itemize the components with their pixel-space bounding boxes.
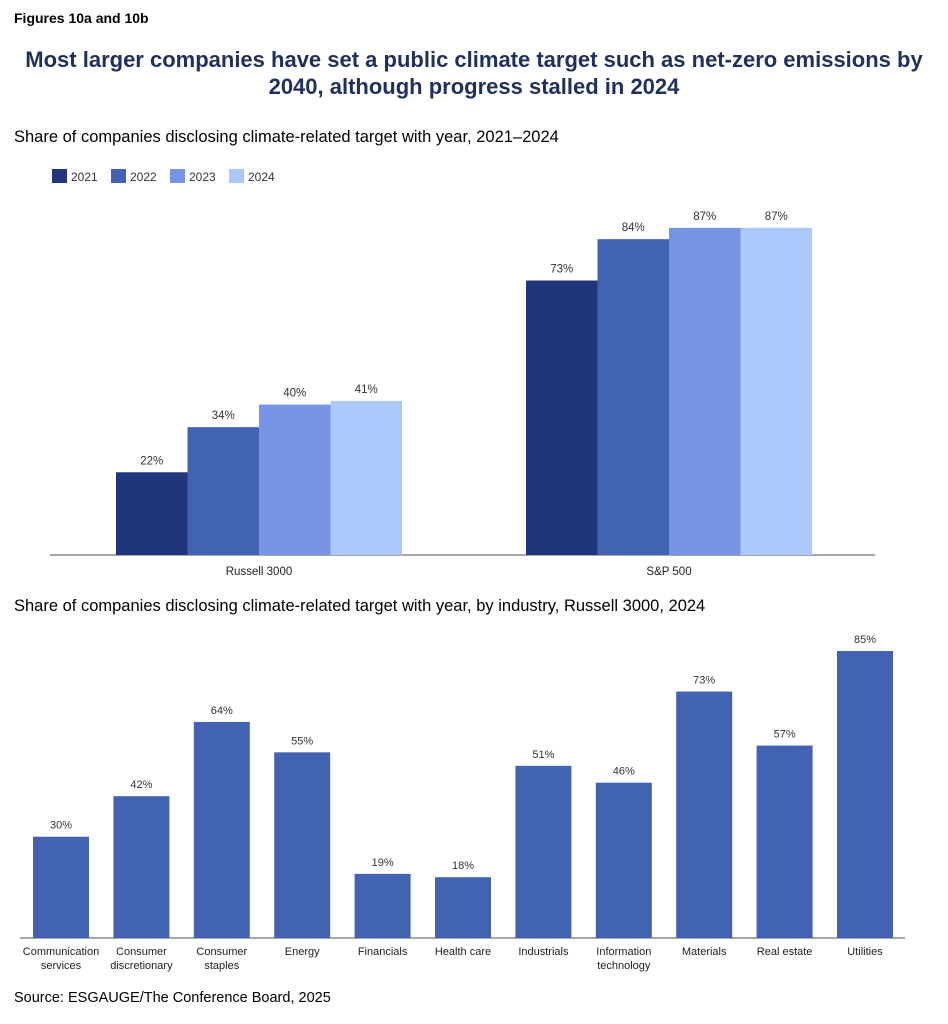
x-tick-label: Industrials	[518, 946, 569, 958]
x-tick-label: Materials	[682, 946, 727, 958]
data-label: 87%	[765, 211, 788, 223]
chart-b: 30% Communication services 42% Consumer discr…	[20, 634, 905, 972]
data-label: 55%	[291, 735, 313, 747]
bar-real-estate	[756, 745, 813, 938]
bar-consumer-discretionary	[113, 796, 170, 938]
bar-communication-services	[33, 836, 89, 938]
bar-s-p-500-2021	[526, 280, 598, 555]
x-tick-label: S&P 500	[646, 566, 691, 578]
data-label: 51%	[532, 749, 554, 761]
data-label: 30%	[50, 820, 72, 832]
data-label: 57%	[774, 729, 796, 741]
x-tick-label: Health care	[435, 946, 491, 958]
bar-industrials	[515, 765, 572, 938]
bar-utilities	[837, 651, 893, 938]
x-tick-label: Utilities	[847, 946, 883, 958]
data-label: 18%	[452, 860, 474, 872]
bar-russell-3000-2024	[330, 400, 402, 555]
data-label: 73%	[550, 264, 573, 276]
bar-s-p-500-2024	[740, 227, 812, 555]
source-note: Source: ESGAUGE/The Conference Board, 20…	[14, 990, 331, 1006]
bar-information-technology	[595, 782, 652, 938]
x-tick-label: Communication services	[23, 946, 99, 972]
data-label: 46%	[613, 766, 635, 778]
x-tick-label: Russell 3000	[226, 566, 292, 578]
x-tick-label: Real estate	[757, 946, 813, 958]
legend-label-2024: 2024	[248, 170, 275, 184]
bar-financials	[354, 873, 411, 938]
data-label: 34%	[212, 410, 235, 422]
data-label: 73%	[693, 675, 715, 687]
data-label: 64%	[211, 705, 233, 717]
data-label: 87%	[693, 211, 716, 223]
chart-a: 2021 2022 2023 2024 22% 34% 40% 41% Russell 3000…	[50, 169, 875, 578]
bar-materials	[676, 691, 733, 938]
data-label: 84%	[622, 222, 645, 234]
chart-a-title: Share of companies disclosing climate-re…	[14, 128, 559, 146]
bar-russell-3000-2023	[259, 404, 331, 555]
data-label: 41%	[355, 384, 378, 396]
bar-energy	[274, 752, 331, 938]
legend-label-2022: 2022	[130, 170, 157, 184]
legend-swatch-2021	[52, 169, 67, 183]
legend-swatch-2024	[229, 169, 244, 183]
legend-swatch-2022	[111, 169, 126, 183]
x-tick-label: Consumer discretionary	[110, 946, 173, 972]
x-tick-label: Energy	[285, 946, 320, 958]
legend-label-2021: 2021	[71, 170, 98, 184]
data-label: 42%	[130, 779, 152, 791]
chart-b-title: Share of companies disclosing climate-re…	[14, 597, 706, 615]
legend-swatch-2023	[170, 169, 185, 183]
bar-russell-3000-2022	[187, 427, 259, 555]
page-title: Most larger companies have set a public …	[25, 47, 923, 99]
bar-s-p-500-2022	[597, 239, 669, 555]
bar-consumer-staples	[193, 721, 250, 938]
bar-s-p-500-2023	[669, 227, 741, 555]
bar-health-care	[435, 877, 491, 938]
data-label: 22%	[140, 455, 163, 467]
data-label: 40%	[283, 388, 306, 400]
figure-label: Figures 10a and 10b	[14, 10, 149, 26]
legend-label-2023: 2023	[189, 170, 216, 184]
x-tick-label: Consumer staples	[196, 946, 247, 972]
x-tick-label: Information technology	[596, 946, 651, 972]
data-label: 19%	[372, 857, 394, 869]
bar-russell-3000-2021	[116, 472, 188, 555]
data-label: 85%	[854, 634, 876, 646]
x-tick-label: Financials	[358, 946, 408, 958]
